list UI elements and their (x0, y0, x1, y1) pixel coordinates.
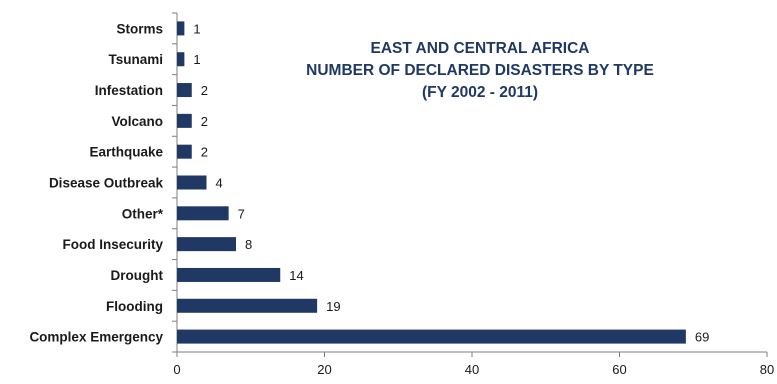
data-label: 4 (216, 176, 223, 191)
category-label: Drought (111, 268, 164, 283)
data-label: 8 (245, 237, 252, 252)
data-label: 7 (238, 206, 245, 221)
chart-title-line-3: (FY 2002 - 2011) (421, 84, 539, 101)
data-label: 2 (201, 83, 208, 98)
x-tick-label: 60 (612, 362, 626, 377)
bar (177, 21, 185, 36)
data-label: 14 (289, 268, 303, 283)
data-label: 2 (201, 114, 208, 129)
bar (177, 206, 229, 221)
category-label: Other* (122, 206, 164, 221)
bar (177, 267, 281, 282)
category-label: Infestation (95, 83, 163, 98)
data-label: 69 (695, 330, 709, 345)
chart-title: EAST AND CENTRAL AFRICA NUMBER OF DECLAR… (250, 38, 710, 104)
bar (177, 83, 192, 98)
bar (177, 144, 192, 159)
x-tick-label: 40 (465, 362, 479, 377)
data-label: 2 (201, 145, 208, 160)
category-label: Food Insecurity (62, 237, 163, 252)
x-tick-label: 80 (760, 362, 774, 377)
x-tick-label: 0 (173, 362, 180, 377)
category-label: Tsunami (108, 52, 163, 67)
x-tick-label: 20 (317, 362, 331, 377)
category-label: Volcano (111, 114, 163, 129)
category-label: Earthquake (89, 145, 163, 160)
bar (177, 298, 318, 313)
bar (177, 52, 185, 67)
chart-title-line-2: NUMBER OF DECLARED DISASTERS BY TYPE (306, 62, 654, 79)
bar (177, 175, 207, 190)
category-label: Storms (116, 21, 163, 36)
data-label: 1 (193, 52, 200, 67)
category-label: Disease Outbreak (49, 176, 164, 191)
bar (177, 113, 192, 128)
category-label: Complex Emergency (29, 330, 163, 345)
bar (177, 329, 686, 344)
data-label: 1 (193, 21, 200, 36)
bar (177, 237, 236, 252)
category-label: Flooding (106, 299, 163, 314)
data-label: 19 (326, 299, 340, 314)
chart-title-line-1: EAST AND CENTRAL AFRICA (370, 40, 590, 57)
